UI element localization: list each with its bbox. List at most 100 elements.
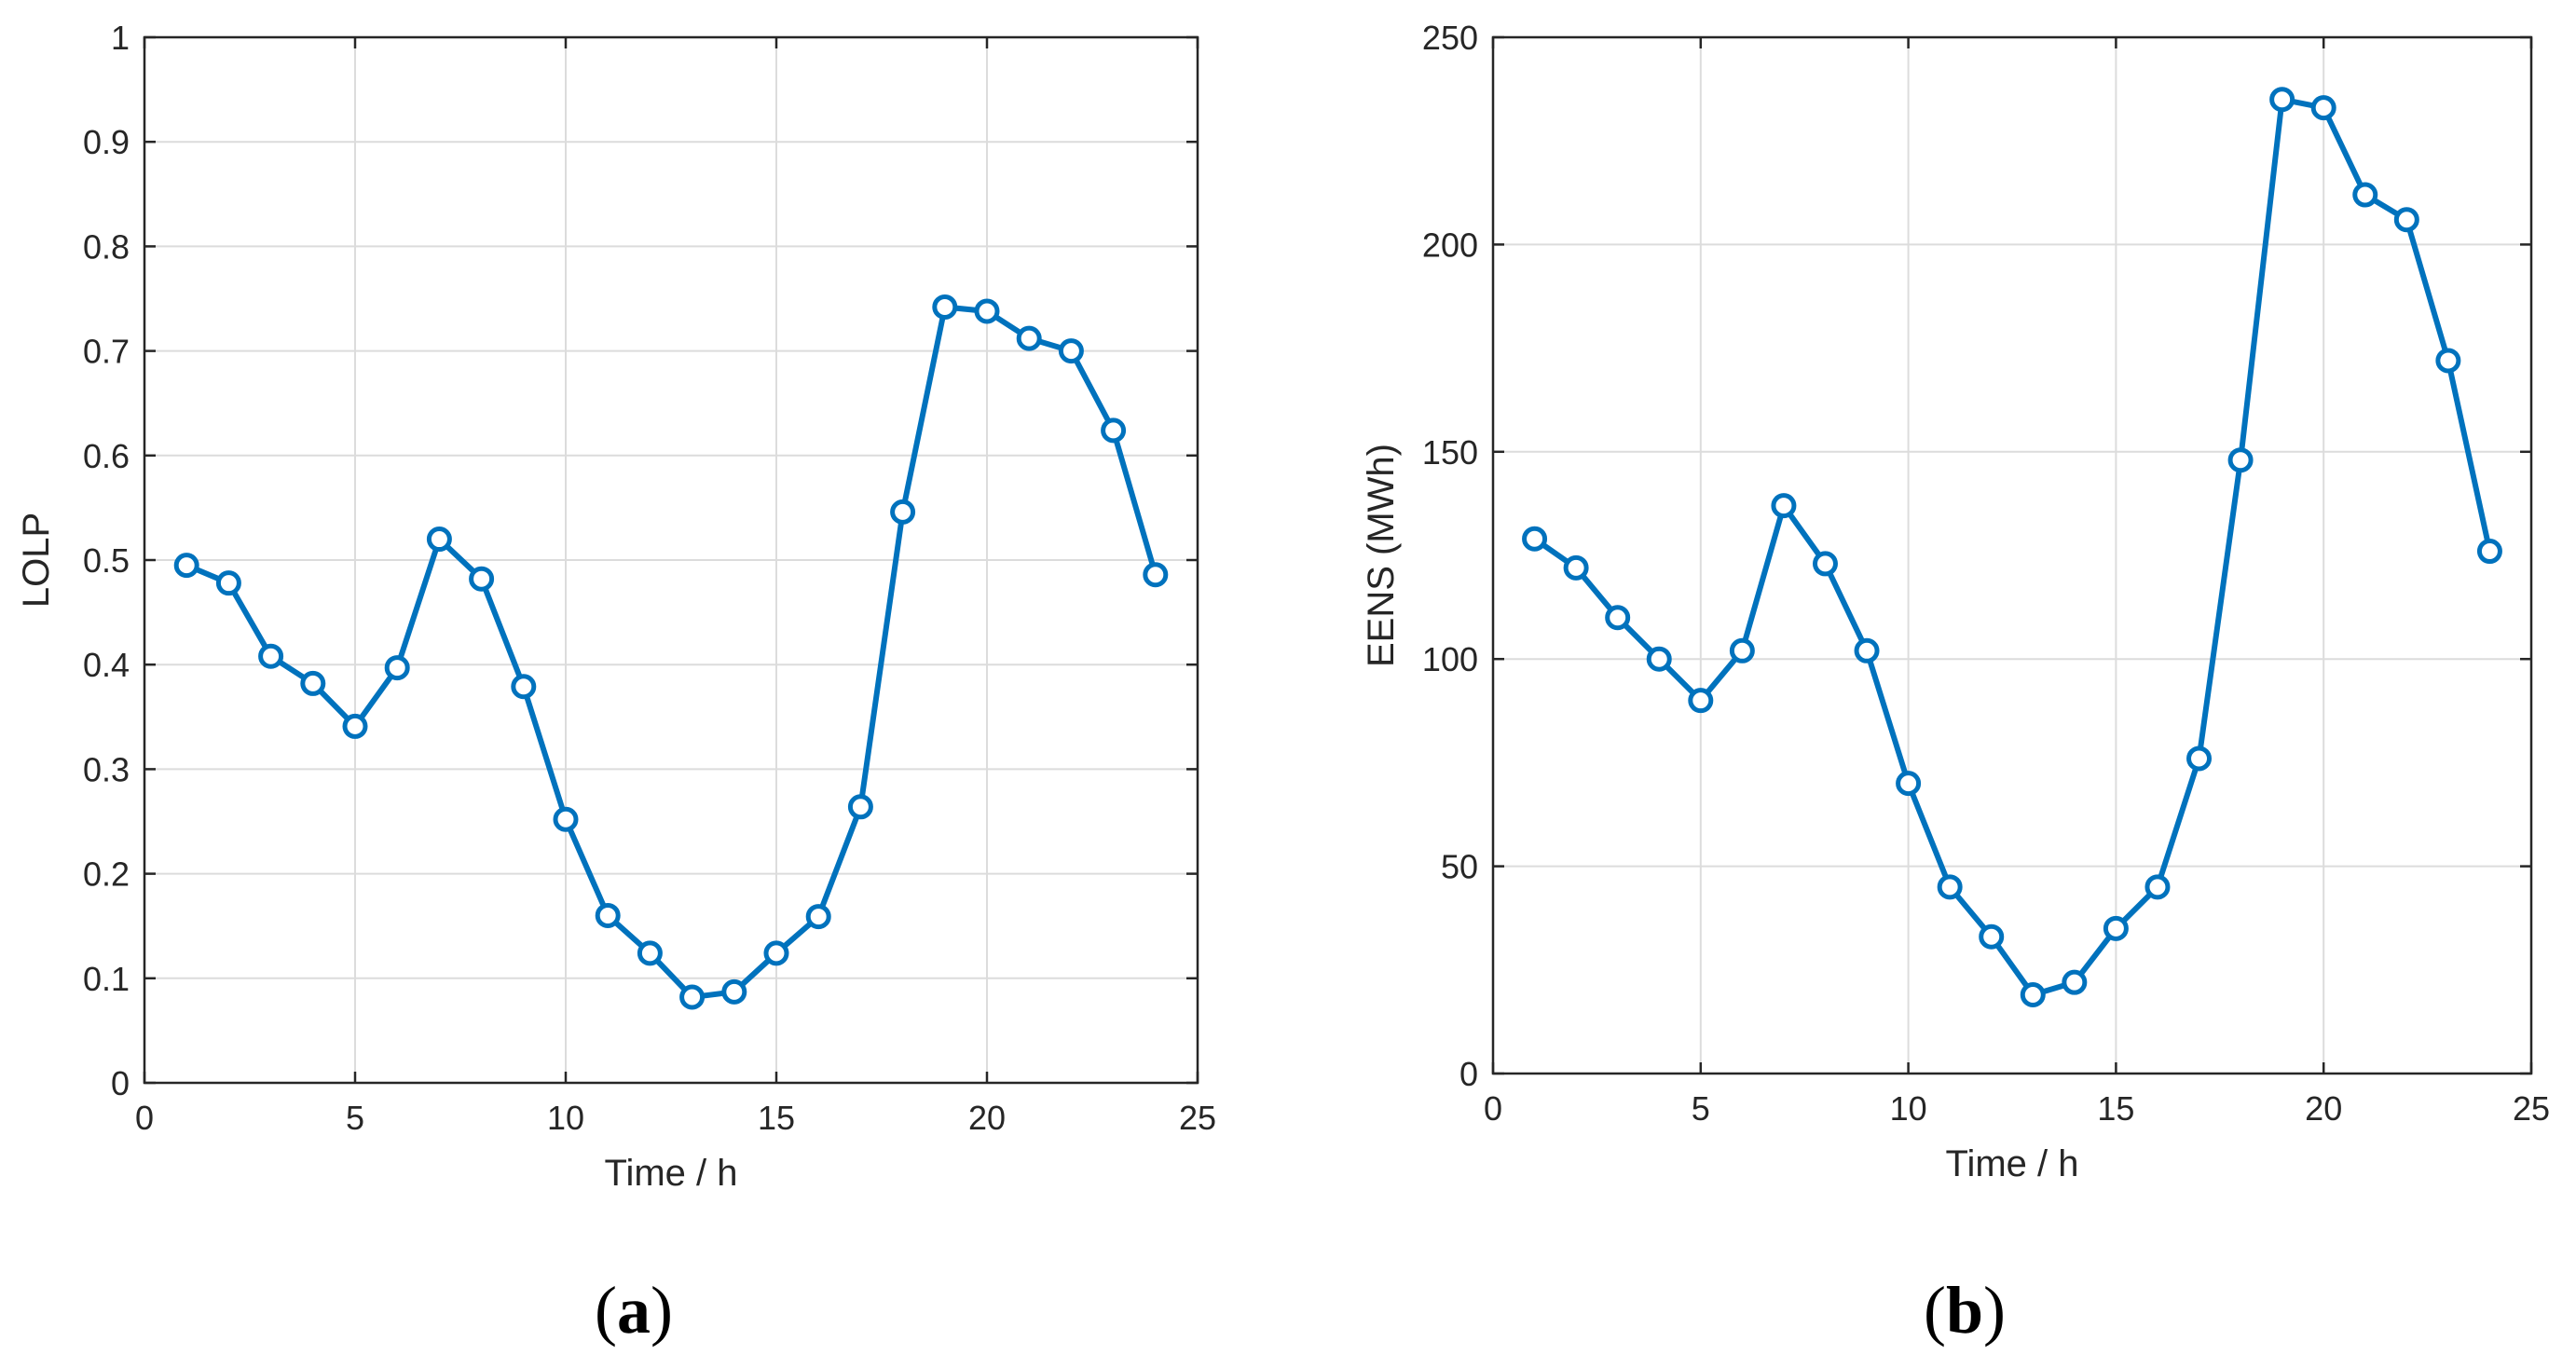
data-point: [2103, 915, 2129, 941]
tick-marks-b: [1491, 35, 2533, 1075]
data-point: [1771, 493, 1797, 519]
x-tick-label: 20: [2305, 1089, 2342, 1128]
x-tick-label: 5: [346, 1099, 364, 1137]
data-point: [1058, 338, 1084, 364]
data-point: [595, 902, 621, 928]
y-tick-label: 0.3: [83, 750, 130, 788]
data-point: [1979, 923, 2005, 950]
x-tick-label: 20: [968, 1099, 1006, 1137]
data-point: [1143, 562, 1169, 588]
data-point: [805, 904, 831, 930]
series-line-a: [184, 304, 1158, 1000]
data-point: [721, 978, 747, 1005]
y-tick-label: 0: [111, 1064, 130, 1102]
x-tick-label: 0: [135, 1099, 154, 1137]
data-point: [2310, 95, 2336, 121]
chart-panel-a: 0 5 10 15 20 25 0 0.1 0.2 0.3 0.4 0.5 0.6 0.7 0.8 0.9 1…: [16, 19, 1216, 1347]
data-point: [974, 298, 1000, 324]
caption-b-letter: b: [1946, 1273, 1983, 1347]
caption-a-open: (: [595, 1273, 617, 1347]
caption-a: (a): [595, 1273, 673, 1347]
y-tick-label: 200: [1422, 226, 1478, 264]
x-tick-label: 15: [758, 1099, 795, 1137]
data-point: [384, 655, 410, 681]
data-point: [1522, 526, 1548, 552]
data-point: [890, 499, 916, 525]
y-tick-label: 0.5: [83, 541, 130, 580]
data-point: [215, 570, 241, 596]
data-point: [258, 643, 284, 669]
data-point: [1896, 771, 1922, 797]
data-point: [2435, 348, 2461, 374]
data-point: [2227, 447, 2254, 473]
y-tick-label: 0.8: [83, 227, 130, 266]
series-markers-a: [173, 294, 1169, 1010]
series-line-b: [1531, 96, 2493, 998]
y-tick-label: 0.7: [83, 333, 130, 371]
y-tick-label: 0.2: [83, 855, 130, 894]
series-markers-b: [1522, 87, 2502, 1007]
data-point: [469, 566, 495, 592]
data-point: [342, 713, 368, 739]
x-tick-label: 25: [2513, 1089, 2550, 1128]
y-tick-label: 0.1: [83, 960, 130, 998]
caption-b-open: (: [1924, 1273, 1946, 1347]
x-tick-labels-b: 0 5 10 15 20 25: [1484, 1089, 2550, 1128]
grid-lines-a: [144, 36, 1199, 1084]
data-point: [763, 940, 789, 966]
caption-a-letter: a: [617, 1273, 651, 1347]
x-tick-label: 5: [1692, 1089, 1710, 1128]
data-point: [637, 940, 663, 966]
x-tick-label: 15: [2097, 1089, 2134, 1128]
data-point: [511, 674, 537, 700]
tick-marks-a: [143, 35, 1199, 1085]
y-axis-label-a: LOLP: [16, 513, 57, 608]
x-tick-labels-a: 0 5 10 15 20 25: [135, 1099, 1216, 1137]
data-point: [173, 553, 199, 579]
caption-b: (b): [1924, 1273, 2006, 1347]
y-tick-labels-a: 0 0.1 0.2 0.3 0.4 0.5 0.6 0.7 0.8 0.9 1: [83, 19, 130, 1102]
data-point: [1937, 874, 1963, 900]
data-point: [1854, 637, 1880, 663]
caption-b-close: ): [1983, 1273, 2006, 1347]
y-tick-label: 100: [1422, 640, 1478, 678]
y-tick-label: 50: [1441, 848, 1478, 886]
data-point: [1729, 637, 1755, 663]
chart-panel-b: 0 5 10 15 20 25 0 50 100 150 200 250 Time / h EENS…: [1361, 19, 2550, 1347]
y-tick-label: 250: [1422, 19, 1478, 57]
data-point: [1812, 551, 1838, 577]
y-tick-label: 1: [111, 19, 130, 57]
data-point: [1101, 417, 1127, 444]
data-point: [1688, 688, 1714, 714]
y-tick-label: 0.4: [83, 646, 130, 684]
data-point: [2476, 539, 2502, 565]
x-tick-label: 10: [547, 1099, 584, 1137]
y-axis-label-b: EENS (MWh): [1361, 444, 1402, 667]
y-tick-labels-b: 0 50 100 150 200 250: [1422, 19, 1478, 1093]
data-point: [2352, 182, 2378, 208]
data-point: [300, 670, 326, 696]
caption-a-close: ): [651, 1273, 673, 1347]
data-point: [2062, 969, 2088, 995]
data-point: [1563, 554, 1589, 581]
y-tick-label: 0.9: [83, 123, 130, 161]
data-point: [2186, 746, 2213, 772]
data-point: [2393, 207, 2419, 233]
y-tick-label: 0.6: [83, 437, 130, 475]
data-point: [679, 984, 706, 1010]
data-point: [1016, 325, 1042, 351]
data-point: [2269, 87, 2295, 113]
y-tick-label: 150: [1422, 433, 1478, 472]
x-axis-label-b: Time / h: [1946, 1143, 2079, 1184]
x-tick-label: 10: [1890, 1089, 1927, 1128]
x-tick-label: 25: [1179, 1099, 1216, 1137]
data-point: [553, 806, 579, 832]
data-point: [847, 794, 873, 820]
data-point: [2020, 981, 2046, 1007]
y-tick-label: 0: [1459, 1055, 1478, 1093]
data-point: [932, 294, 958, 320]
data-point: [1646, 646, 1672, 672]
data-point: [426, 527, 452, 553]
data-point: [1605, 605, 1631, 631]
